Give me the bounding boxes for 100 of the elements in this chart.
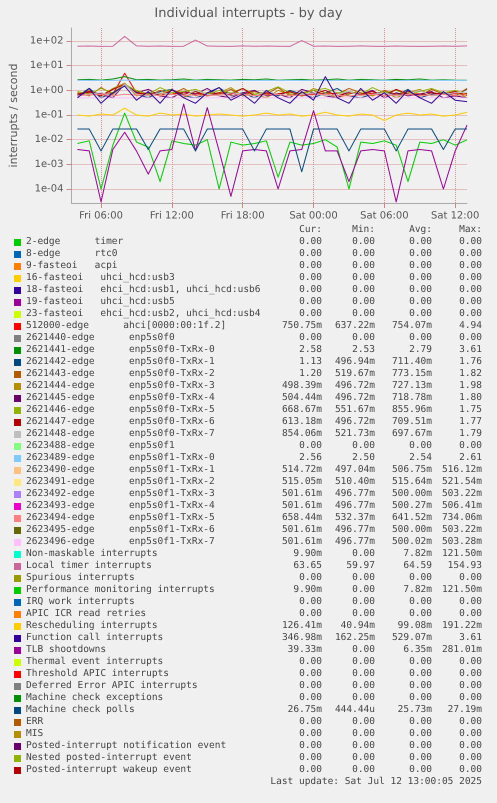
text: 0.00 0.00 0.00 0.00 [299, 296, 482, 307]
legend-label: Deferred Error APIC interrupts [26, 680, 198, 692]
text: 0.00 0.00 0.00 0.00 [299, 680, 482, 691]
text: 668.67m 551.67m 855.96m 1.75 [282, 404, 482, 415]
text: 0.00 0.00 0.00 0.00 [299, 740, 482, 751]
text: 0.00 0.00 0.00 0.00 [299, 284, 482, 295]
text: 0.00 0.00 0.00 0.00 [299, 596, 482, 607]
x-tick-label: Fri 06:00 [79, 210, 123, 222]
legend-label: Function call interrupts [26, 632, 164, 644]
x-tick-label: Sat 12:00 [430, 210, 480, 222]
text: 0.00 0.00 0.00 0.00 [299, 272, 482, 283]
text: 501.61m 496.77m 500.00m 503.22m [282, 524, 482, 535]
legend-label: 2623494-edge enp5s0f1-TxRx-5 [26, 512, 215, 524]
x-tick-label: Sat 00:00 [289, 210, 338, 222]
legend-label: Nested posted-interrupt event [26, 752, 192, 764]
text: 0.00 0.00 0.00 0.00 [299, 236, 482, 247]
legend-label: 2623495-edge enp5s0f1-TxRx-6 [26, 524, 215, 536]
legend-label: Posted-interrupt wakeup event [26, 764, 192, 776]
text: 39.33m 0.00 6.35m 281.01m [288, 644, 482, 655]
legend-label: TLB shootdowns [26, 644, 106, 656]
y-tick-label: 1e+02 [30, 36, 64, 47]
legend-label: 23-fasteoi ehci_hcd:usb2, uhci_hcd:usb4 [26, 308, 260, 320]
legend-label: Local timer interrupts [26, 560, 152, 572]
legend-label: 2621447-edge enp5s0f0-TxRx-6 [26, 416, 215, 428]
text: 501.61m 496.77m 500.00m 503.22m [282, 488, 482, 499]
legend-label: 2621446-edge enp5s0f0-TxRx-5 [26, 404, 215, 416]
legend-label: 8-edge rtc0 [26, 248, 118, 260]
legend-label: APIC ICR read retries [26, 608, 146, 620]
legend-label: 2623496-edge enp5s0f1-TxRx-7 [26, 536, 215, 548]
text: 0.00 0.00 0.00 0.00 [299, 332, 482, 343]
legend-label: 9-fasteoi acpi [26, 260, 118, 272]
legend-label: 2621444-edge enp5s0f0-TxRx-3 [26, 380, 215, 392]
line-series [76, 112, 468, 190]
legend-label: Machine check exceptions [26, 692, 164, 704]
text: 26.75m 444.44u 25.73m 27.19m [288, 704, 482, 715]
text: 0.00 0.00 0.00 0.00 [299, 692, 482, 703]
text: 658.44m 532.37m 641.52m 734.06m [282, 512, 482, 523]
text: 0.00 0.00 0.00 0.00 [299, 248, 482, 259]
legend-label: 2621440-edge enp5s0f0 [26, 332, 175, 344]
text: Last update: Sat Jul 12 13:00:05 2025 [269, 776, 482, 788]
x-tick-label: Sat 06:00 [360, 210, 409, 222]
legend-label: 2621441-edge enp5s0f0-TxRx-0 [26, 344, 215, 356]
legend-label: Spurious interrupts [26, 572, 135, 584]
text: 2.56 2.50 2.54 2.61 [299, 452, 482, 463]
text: 0.00 0.00 0.00 0.00 [299, 608, 482, 619]
legend-label: Non-maskable interrupts [26, 548, 158, 560]
text: 63.65 59.97 64.59 154.93 [293, 560, 482, 571]
legend-label: Machine check polls [26, 704, 135, 716]
legend-label: 2621443-edge enp5s0f0-TxRx-2 [26, 368, 215, 380]
text: 854.06m 521.73m 697.67m 1.79 [282, 428, 482, 439]
chart-title: Individual interrupts - by day [154, 6, 343, 21]
text: 9.90m 0.00 7.82m 121.50m [293, 548, 482, 559]
text: 126.41m 40.94m 99.08m 191.22m [282, 620, 482, 631]
y-tick-label: 1e-04 [34, 183, 64, 194]
line-series [76, 128, 468, 172]
text: 346.98m 162.25m 529.07m 3.61 [282, 632, 482, 643]
text: 0.00 0.00 0.00 0.00 [299, 572, 482, 583]
text: 498.39m 496.72m 727.13m 1.98 [282, 380, 482, 391]
legend-label: ERR [26, 716, 44, 728]
legend-label: Thermal event interrupts [26, 656, 164, 668]
y-tick-label: 1e-01 [34, 110, 64, 121]
text: 0.00 0.00 0.00 0.00 [299, 764, 482, 775]
text: 0.00 0.00 0.00 0.00 [299, 308, 482, 319]
text: Min: [352, 224, 375, 235]
legend-label: Posted-interrupt notification event [26, 740, 226, 752]
legend-label: Threshold APIC interrupts [26, 668, 169, 680]
legend-label: 2623490-edge enp5s0f1-TxRx-1 [26, 464, 215, 476]
legend-label: 19-fasteoi uhci_hcd:usb5 [26, 296, 175, 308]
y-axis-title: interrupts / second [7, 64, 20, 168]
text: Cur: [298, 224, 322, 236]
x-tick-label: Fri 12:00 [150, 210, 194, 222]
legend-label: 18-fasteoi ehci_hcd:usb1, uhci_hcd:usb6 [26, 284, 260, 296]
line-series [76, 76, 468, 104]
y-tick-label: 1e+01 [30, 60, 64, 72]
legend-label: 2623489-edge enp5s0f1-TxRx-0 [26, 452, 215, 464]
text: 750.75m 637.22m 754.07m 4.94 [282, 320, 482, 331]
text: 1.20 519.67m 773.15m 1.82 [299, 368, 482, 379]
line-series [76, 36, 468, 47]
legend-label: 2621445-edge enp5s0f0-TxRx-4 [26, 392, 215, 404]
text: 1.13 496.94m 711.40m 1.76 [299, 356, 482, 367]
text: 0.00 0.00 0.00 0.00 [299, 440, 482, 451]
x-tick-label: Fri 18:00 [220, 210, 265, 222]
legend-label: 512000-edge ahci[0000:00:1f.2] [26, 320, 226, 332]
legend-label: 2623493-edge enp5s0f1-TxRx-4 [26, 500, 215, 512]
text: 501.61m 496.77m 500.02m 503.28m [282, 536, 482, 547]
legend-label: 2623492-edge enp5s0f1-TxRx-3 [26, 488, 215, 500]
text: 2.58 2.53 2.79 3.61 [299, 344, 482, 355]
legend-label: Performance monitoring interrupts [26, 584, 215, 596]
text: 514.72m 497.04m 506.75m 516.12m [282, 464, 482, 475]
legend-label: MIS [26, 728, 44, 740]
text: 9.90m 0.00 7.82m 121.50m [293, 584, 482, 595]
legend-label: 2621448-edge enp5s0f0-TxRx-7 [26, 428, 215, 440]
text: 504.44m 496.72m 718.78m 1.80 [282, 392, 482, 403]
text: Avg: [409, 224, 432, 235]
text: 0.00 0.00 0.00 0.00 [299, 260, 482, 271]
legend-label: IRQ work interrupts [26, 596, 135, 608]
line-series [76, 104, 468, 202]
legend-label: 2-edge timer [26, 236, 124, 248]
text: 0.00 0.00 0.00 0.00 [299, 752, 482, 763]
text: Max: [459, 224, 482, 235]
